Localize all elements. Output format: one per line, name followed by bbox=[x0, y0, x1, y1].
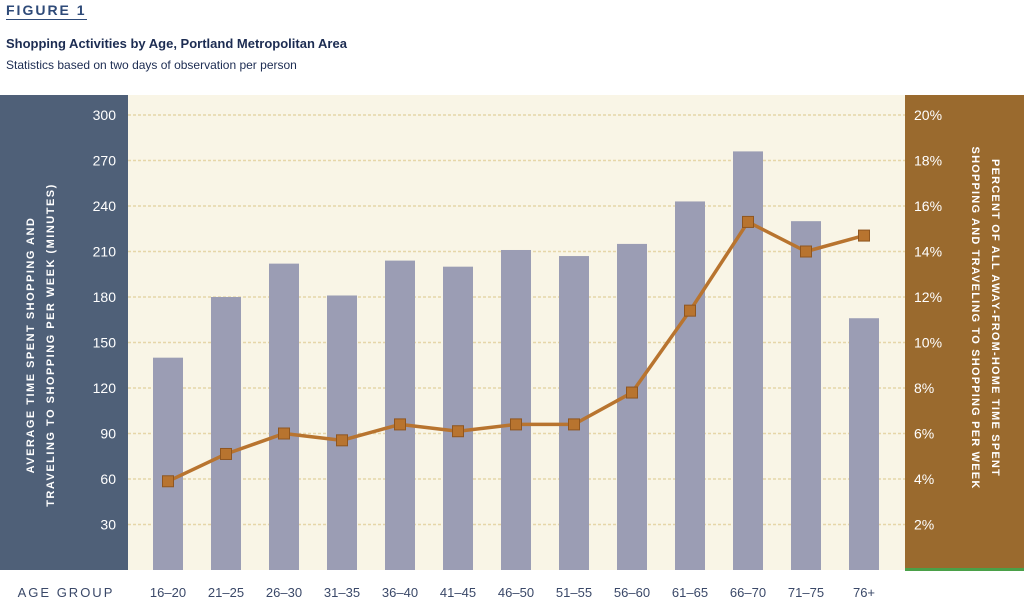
right-tick-label: 8% bbox=[914, 380, 934, 396]
x-tick-label: 41–45 bbox=[440, 585, 476, 600]
line-point bbox=[800, 245, 812, 258]
bar bbox=[153, 357, 183, 570]
right-tick-label: 12% bbox=[914, 289, 942, 305]
bar bbox=[327, 295, 357, 570]
chart-subtitle: Statistics based on two days of observat… bbox=[6, 58, 297, 72]
line-point bbox=[626, 386, 638, 399]
left-tick-label: 120 bbox=[93, 380, 117, 396]
x-tick-label: 31–35 bbox=[324, 585, 360, 600]
bar bbox=[849, 318, 879, 570]
left-tick-label: 150 bbox=[93, 335, 117, 351]
right-tick-label: 2% bbox=[914, 517, 934, 533]
left-tick-label: 60 bbox=[100, 471, 116, 487]
line-point bbox=[452, 425, 464, 438]
right-tick-label: 16% bbox=[914, 198, 942, 214]
bar bbox=[675, 201, 705, 570]
x-tick-label: 56–60 bbox=[614, 585, 650, 600]
y-axis-left-label: AVERAGE TIME SPENT SHOPPING AND bbox=[25, 217, 37, 474]
x-tick-labels: 16–20 21–25 26–30 31–35 36–40 41–45 46–50 51–55… bbox=[150, 585, 875, 600]
x-tick-label: 46–50 bbox=[498, 585, 534, 600]
x-tick-label: 71–75 bbox=[788, 585, 824, 600]
bar bbox=[559, 256, 589, 570]
left-tick-label: 270 bbox=[93, 153, 117, 169]
right-tick-label: 4% bbox=[914, 471, 934, 487]
bar bbox=[791, 221, 821, 570]
chart-title: Shopping Activities by Age, Portland Met… bbox=[6, 36, 347, 51]
y-axis-right-label: PERCENT OF ALL AWAY-FROM-HOME TIME SPENT bbox=[989, 159, 1001, 477]
right-tick-label: 18% bbox=[914, 153, 942, 169]
left-tick-label: 90 bbox=[100, 426, 116, 442]
right-tick-label: 6% bbox=[914, 426, 934, 442]
x-tick-label: 61–65 bbox=[672, 585, 708, 600]
bar bbox=[269, 263, 299, 570]
x-tick-label: 26–30 bbox=[266, 585, 302, 600]
figure-label: FIGURE 1 bbox=[6, 2, 87, 20]
left-tick-label: 240 bbox=[93, 198, 117, 214]
left-axis-panel bbox=[0, 95, 128, 570]
x-tick-label: 16–20 bbox=[150, 585, 186, 600]
left-tick-label: 300 bbox=[93, 107, 117, 123]
bar bbox=[501, 249, 531, 570]
x-axis-label: AGE GROUP bbox=[18, 585, 115, 600]
right-axis-panel bbox=[905, 95, 1024, 570]
line-point bbox=[684, 304, 696, 317]
right-tick-label: 14% bbox=[914, 244, 942, 260]
bar bbox=[385, 260, 415, 570]
bar bbox=[733, 151, 763, 570]
green-baseline-strip bbox=[905, 568, 1024, 571]
x-tick-label: 66–70 bbox=[730, 585, 766, 600]
line-point bbox=[278, 427, 290, 440]
line-point bbox=[742, 215, 754, 228]
line-point bbox=[394, 418, 406, 431]
x-tick-label: 76+ bbox=[853, 585, 875, 600]
left-tick-label: 210 bbox=[93, 244, 117, 260]
bars bbox=[153, 151, 879, 570]
left-tick-labels: 30 60 90 120 150 180 210 240 270 300 bbox=[93, 107, 117, 533]
line-point bbox=[162, 475, 174, 488]
line-point bbox=[336, 434, 348, 447]
right-tick-labels: 2% 4% 6% 8% 10% 12% 14% 16% 18% 20% bbox=[914, 107, 942, 533]
x-tick-label: 21–25 bbox=[208, 585, 244, 600]
right-tick-label: 10% bbox=[914, 335, 942, 351]
x-tick-label: 51–55 bbox=[556, 585, 592, 600]
bar bbox=[443, 266, 473, 570]
right-tick-label: 20% bbox=[914, 107, 942, 123]
line-series bbox=[162, 215, 870, 488]
gridlines bbox=[128, 114, 905, 526]
bar bbox=[211, 297, 241, 570]
line-point bbox=[220, 447, 232, 460]
left-tick-label: 180 bbox=[93, 289, 117, 305]
left-tick-label: 30 bbox=[100, 517, 116, 533]
x-tick-label: 36–40 bbox=[382, 585, 418, 600]
line-point bbox=[510, 418, 522, 431]
bar bbox=[617, 243, 647, 570]
line-point bbox=[858, 229, 870, 242]
y-axis-right-label-line2: SHOPPING AND TRAVELING TO SHOPPING PER W… bbox=[969, 147, 981, 490]
y-axis-left-label-line2: TRAVELING TO SHOPPING PER WEEK (MINUTES) bbox=[45, 183, 57, 507]
line-point bbox=[568, 418, 580, 431]
